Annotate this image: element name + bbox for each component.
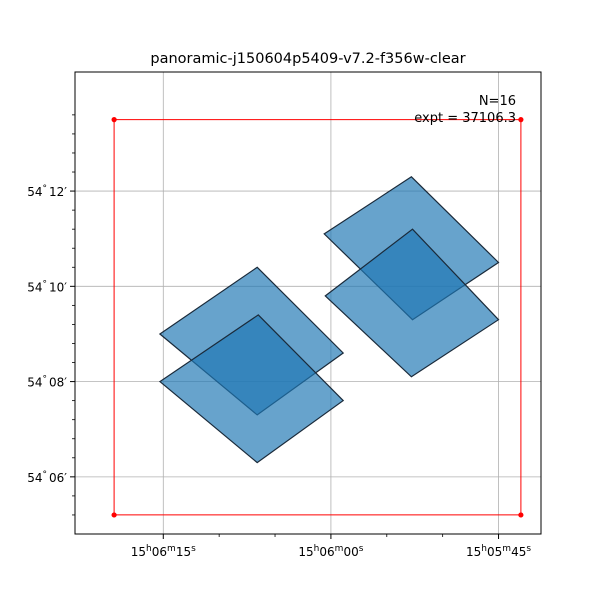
chart-title: panoramic-j150604p5409-v7.2-f356w-clear (150, 51, 465, 67)
bounding-box-corner-2 (518, 512, 524, 518)
plot-frame (74, 71, 542, 535)
tick-layer: 15h06m15s 15h06m00s 15h05m45s 54° 12′ 54° 10′ 5… (27, 114, 531, 559)
x-tick-label-2: 15h05m45s (466, 544, 531, 559)
y-tick-label-0: 54° 12′ (27, 184, 67, 199)
x-tick-label-0: 15h06m15s (131, 544, 196, 559)
annotation-exposure: expt = 37106.3 (414, 111, 516, 126)
bounding-box-layer (111, 117, 524, 518)
bounding-box-corner-0 (111, 117, 117, 123)
annotation-count: N=16 (479, 94, 516, 109)
x-tick-label-1: 15h06m00s (298, 544, 363, 559)
footprint-layer (158, 176, 500, 464)
footprint-2 (324, 228, 500, 378)
bounding-box-corner-3 (111, 512, 117, 518)
footprint-4 (158, 314, 345, 464)
y-tick-label-3: 54° 06′ (27, 470, 67, 485)
y-tick-label-1: 54° 10′ (27, 279, 67, 294)
y-tick-label-2: 54° 08′ (27, 375, 67, 390)
bounding-box-corner-1 (518, 117, 524, 123)
